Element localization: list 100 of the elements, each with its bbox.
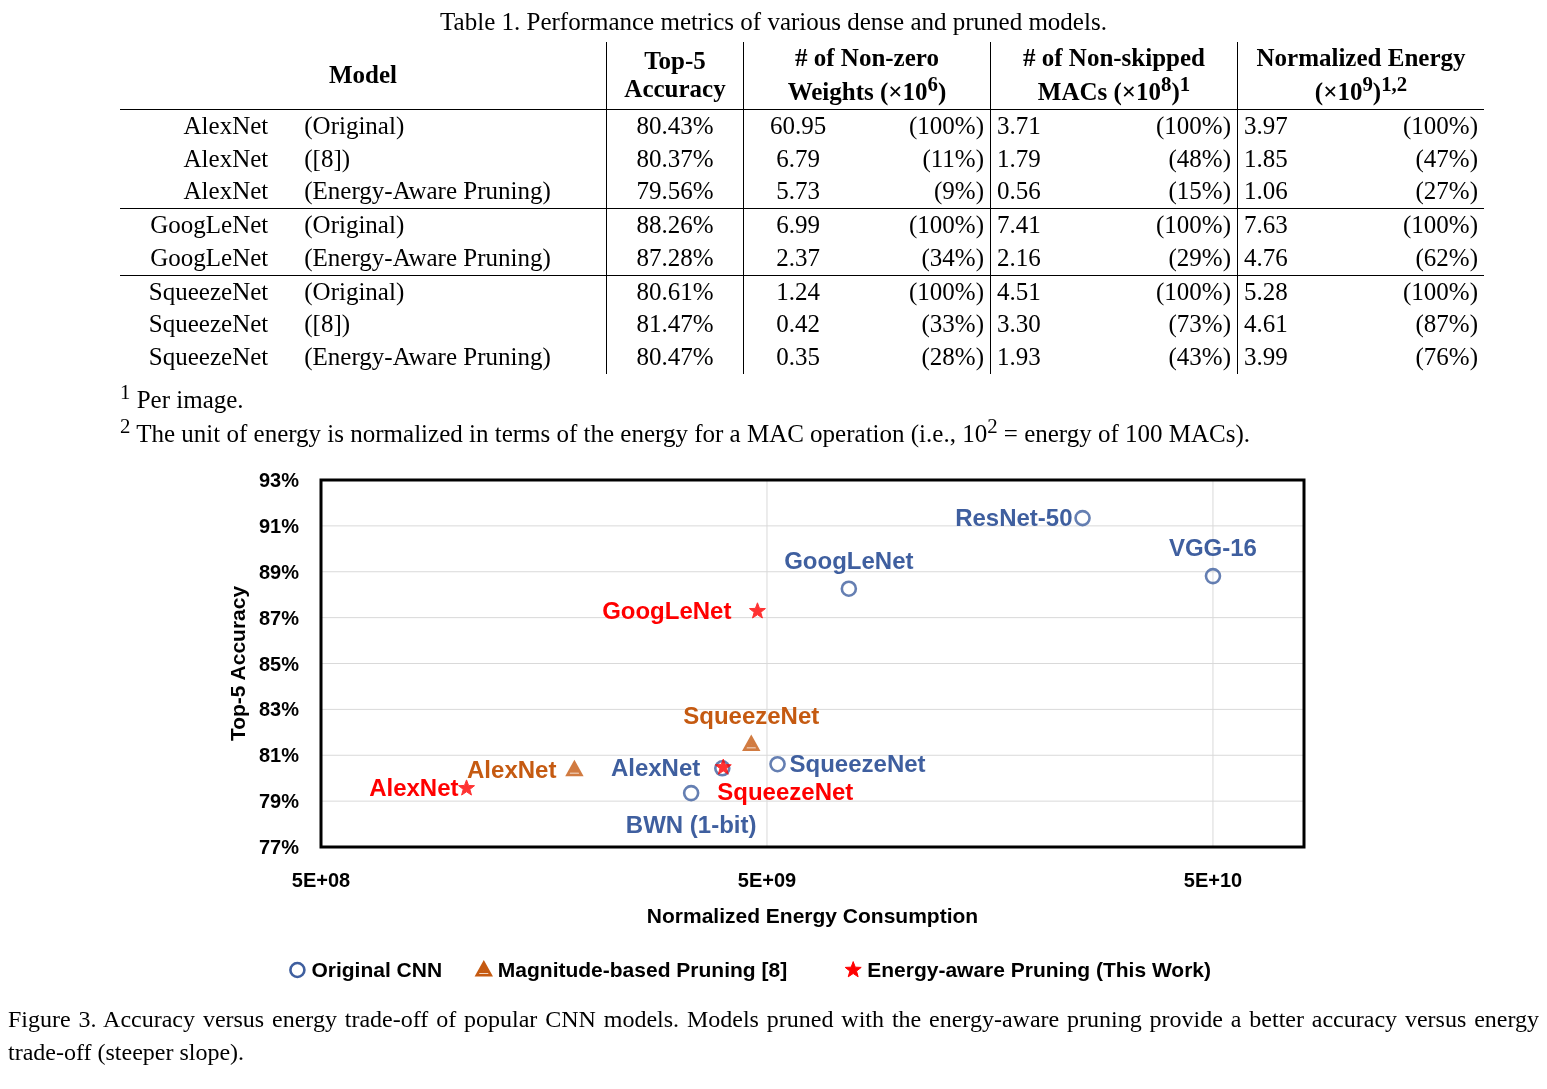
text: (Energy-Aware Pruning): [304, 243, 551, 271]
annotation: SqueezeNet: [717, 778, 854, 806]
text: AlexNet: [183, 144, 269, 172]
text: 3.71: [997, 111, 1041, 139]
text: # of Non-zero Weights (×10$^{6}$): [787, 44, 947, 106]
y-tick-label: 91%: [258, 515, 300, 538]
annotation: BWN (1-bit): [625, 811, 757, 839]
text: (Original): [304, 277, 405, 305]
legend-label: Magnitude-based Pruning [8]: [497, 958, 788, 982]
legend-label: Energy-aware Pruning (This Work): [867, 958, 1212, 982]
text: (Original): [304, 111, 405, 139]
annotation: SqueezeNet: [683, 702, 820, 730]
y-tick-label: 89%: [258, 561, 300, 584]
x-tick-label: 5E+09: [737, 869, 797, 892]
text: 88.26%: [636, 211, 714, 239]
annotation: AlexNet: [610, 754, 701, 782]
text: (Energy-Aware Pruning): [304, 343, 551, 371]
text: # of Non-skipped MACs (×10$^{8}$)$^{1}$: [1023, 44, 1205, 106]
text: Table 1. Performance metrics of various dense and pruned models.: [440, 8, 1107, 35]
y-tick-label: 79%: [258, 790, 300, 813]
text: 80.61%: [636, 277, 714, 305]
text: (62%): [1415, 243, 1478, 271]
text: (11%): [922, 144, 984, 172]
text: (100%): [1156, 277, 1231, 305]
text: 87.28%: [636, 243, 714, 271]
text: 0.42: [776, 310, 820, 338]
text: 80.43%: [636, 111, 714, 139]
text: SqueezeNet: [148, 343, 269, 371]
text: (33%): [921, 310, 984, 338]
text: 60.95: [769, 111, 827, 139]
text: (9%): [934, 177, 984, 205]
annotation: AlexNet: [369, 774, 459, 802]
text: 4.51: [997, 277, 1041, 305]
text: (100%): [909, 211, 984, 239]
text: 1.85: [1244, 144, 1288, 172]
text: Normalized Energy (×10$^{9}$)$^{1,2}$: [1256, 44, 1466, 106]
annotation: SqueezeNet: [789, 750, 926, 778]
text: GoogLeNet: [150, 243, 269, 271]
text: (29%): [1168, 243, 1231, 271]
text: 79.56%: [636, 177, 714, 205]
text: 1.79: [997, 144, 1041, 172]
text: (15%): [1168, 177, 1231, 205]
y-tick-label: 93%: [258, 469, 300, 492]
text: (100%): [1403, 111, 1478, 139]
text: ([8]): [304, 144, 351, 172]
text: (Original): [304, 211, 405, 239]
text: Top-5 Accuracy: [624, 46, 726, 103]
legend-label: Original CNN: [311, 958, 443, 982]
y-axis-title: Top-5 Accuracy: [226, 586, 249, 742]
text: 0.35: [776, 343, 820, 371]
x-tick-label: 5E+08: [291, 869, 351, 892]
text: 5.28: [1244, 277, 1288, 305]
annotation: ResNet-50: [955, 504, 1073, 532]
annotation: GoogLeNet: [784, 547, 914, 575]
text: 5.73: [776, 177, 820, 205]
text: (100%): [1156, 211, 1231, 239]
text: 81.47%: [636, 310, 714, 338]
text: 3.97: [1244, 111, 1288, 139]
annotation: GoogLeNet: [602, 597, 732, 625]
text: 80.37%: [636, 144, 714, 172]
text: ([8]): [304, 310, 351, 338]
text: 2.16: [997, 243, 1041, 271]
text: 4.76: [1244, 243, 1288, 271]
text: (100%): [1156, 111, 1231, 139]
text: 3.99: [1244, 343, 1288, 371]
text: (100%): [909, 277, 984, 305]
text: (87%): [1415, 310, 1478, 338]
text: 6.99: [776, 211, 820, 239]
text: (43%): [1168, 343, 1231, 371]
y-tick-label: 83%: [258, 698, 300, 721]
text: GoogLeNet: [150, 211, 269, 239]
text: (28%): [921, 343, 984, 371]
text: (47%): [1415, 144, 1478, 172]
text: 1.06: [1244, 177, 1288, 205]
x-axis-title: Normalized Energy Consumption: [646, 904, 979, 928]
text: (100%): [1403, 211, 1478, 239]
text: Model: [328, 61, 398, 89]
y-tick-label: 87%: [258, 607, 300, 630]
text: 3.30: [997, 310, 1041, 338]
text: SqueezeNet: [148, 277, 269, 305]
caption: Figure 3. Accuracy versus energy trade-off of popular CNN models. Models pruned with the energy-aware pruning provide a better accuracy versus energy trade-off (steeper slope).: [8, 1006, 1539, 1065]
y-tick-label: 81%: [258, 744, 300, 767]
text: $^{1}$ Per image.: [120, 379, 244, 414]
text: 7.41: [997, 211, 1041, 239]
text: 1.24: [776, 277, 820, 305]
text: (100%): [1403, 277, 1478, 305]
text: 80.47%: [636, 343, 714, 371]
text: $^{2}$ The unit of energy is normalized in terms of the energy for a MAC operation (i.e., 10$^{2}$ = energy of 100 MACs).: [120, 414, 1251, 448]
text: 6.79: [776, 144, 820, 172]
text: 2.37: [776, 243, 820, 271]
text: (Energy-Aware Pruning): [304, 177, 551, 205]
x-tick-label: 5E+10: [1183, 869, 1243, 892]
text: 7.63: [1244, 211, 1288, 239]
text: (27%): [1415, 177, 1478, 205]
text: 4.61: [1244, 310, 1288, 338]
text: 1.93: [997, 343, 1041, 371]
text: 0.56: [997, 177, 1041, 205]
text: (76%): [1415, 343, 1478, 371]
text: AlexNet: [183, 111, 269, 139]
text: (100%): [909, 111, 984, 139]
